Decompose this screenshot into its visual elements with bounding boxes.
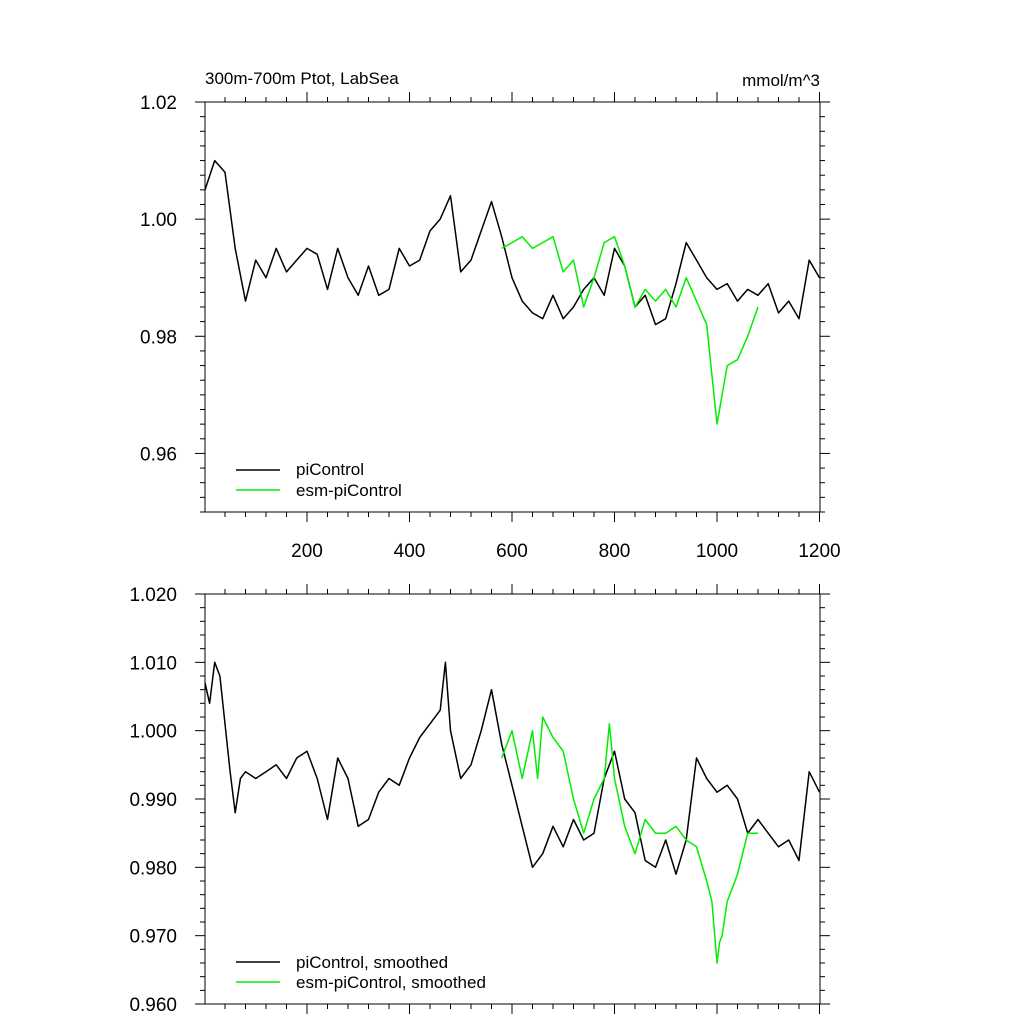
top-chart-series [204,159,821,425]
bottom-y-tick-label: 0.960 [129,995,177,1016]
bottom-y-tick-label: 0.970 [129,927,177,948]
top-x-tick-label: 800 [599,541,631,562]
bottom-series-line-0 [204,661,821,875]
bottom-chart-legend: piControl, smoothed esm-piControl, smoot… [236,953,486,992]
top-chart-legend: piControl esm-piControl [236,460,402,500]
legend-label-picontrol-smoothed: piControl, smoothed [296,953,448,972]
bottom-chart-panel: 0.960 0.970 0.980 0.990 1.000 1.010 1.020 piCo… [129,584,830,1016]
bottom-y-tick-label: 1.000 [129,722,177,743]
top-chart-title: 300m-700m Ptot, LabSea [205,69,399,88]
top-x-tick-label: 1000 [696,541,738,562]
bottom-y-tick-label: 0.980 [129,858,177,879]
top-y-tick-label: 1.02 [140,93,177,114]
top-x-tick-label: 1200 [798,541,840,562]
bottom-chart-frame [204,593,821,1005]
top-y-tick-label: 0.96 [140,444,177,465]
bottom-chart-series [204,661,821,964]
top-chart-panel: 300m-700m Ptot, LabSea mmol/m^3 200 400 60… [140,69,841,562]
bottom-y-tick-label: 1.020 [129,585,177,606]
top-y-tick-label: 0.98 [140,327,177,348]
top-chart-frame [204,101,821,513]
bottom-y-tick-label: 1.010 [129,653,177,674]
top-x-tick-label: 400 [394,541,426,562]
bottom-y-tick-label: 0.990 [129,790,177,811]
top-y-tick-label: 1.00 [140,210,177,231]
top-x-tick-label: 600 [496,541,528,562]
legend-label-picontrol: piControl [296,460,364,479]
top-chart-units: mmol/m^3 [742,71,820,90]
top-series-line-0 [204,159,821,326]
top-chart-ticks: 200 400 600 800 1000 1200 0.96 0.98 1.00 1.02 [140,92,841,562]
top-series-line-1 [501,235,759,425]
bottom-chart-ticks: 0.960 0.970 0.980 0.990 1.000 1.010 1.020 [129,584,830,1016]
bottom-series-line-1 [500,716,758,964]
top-x-tick-label: 200 [291,541,323,562]
legend-label-esm-picontrol-smoothed: esm-piControl, smoothed [296,973,486,992]
legend-label-esm-picontrol: esm-piControl [296,481,402,500]
